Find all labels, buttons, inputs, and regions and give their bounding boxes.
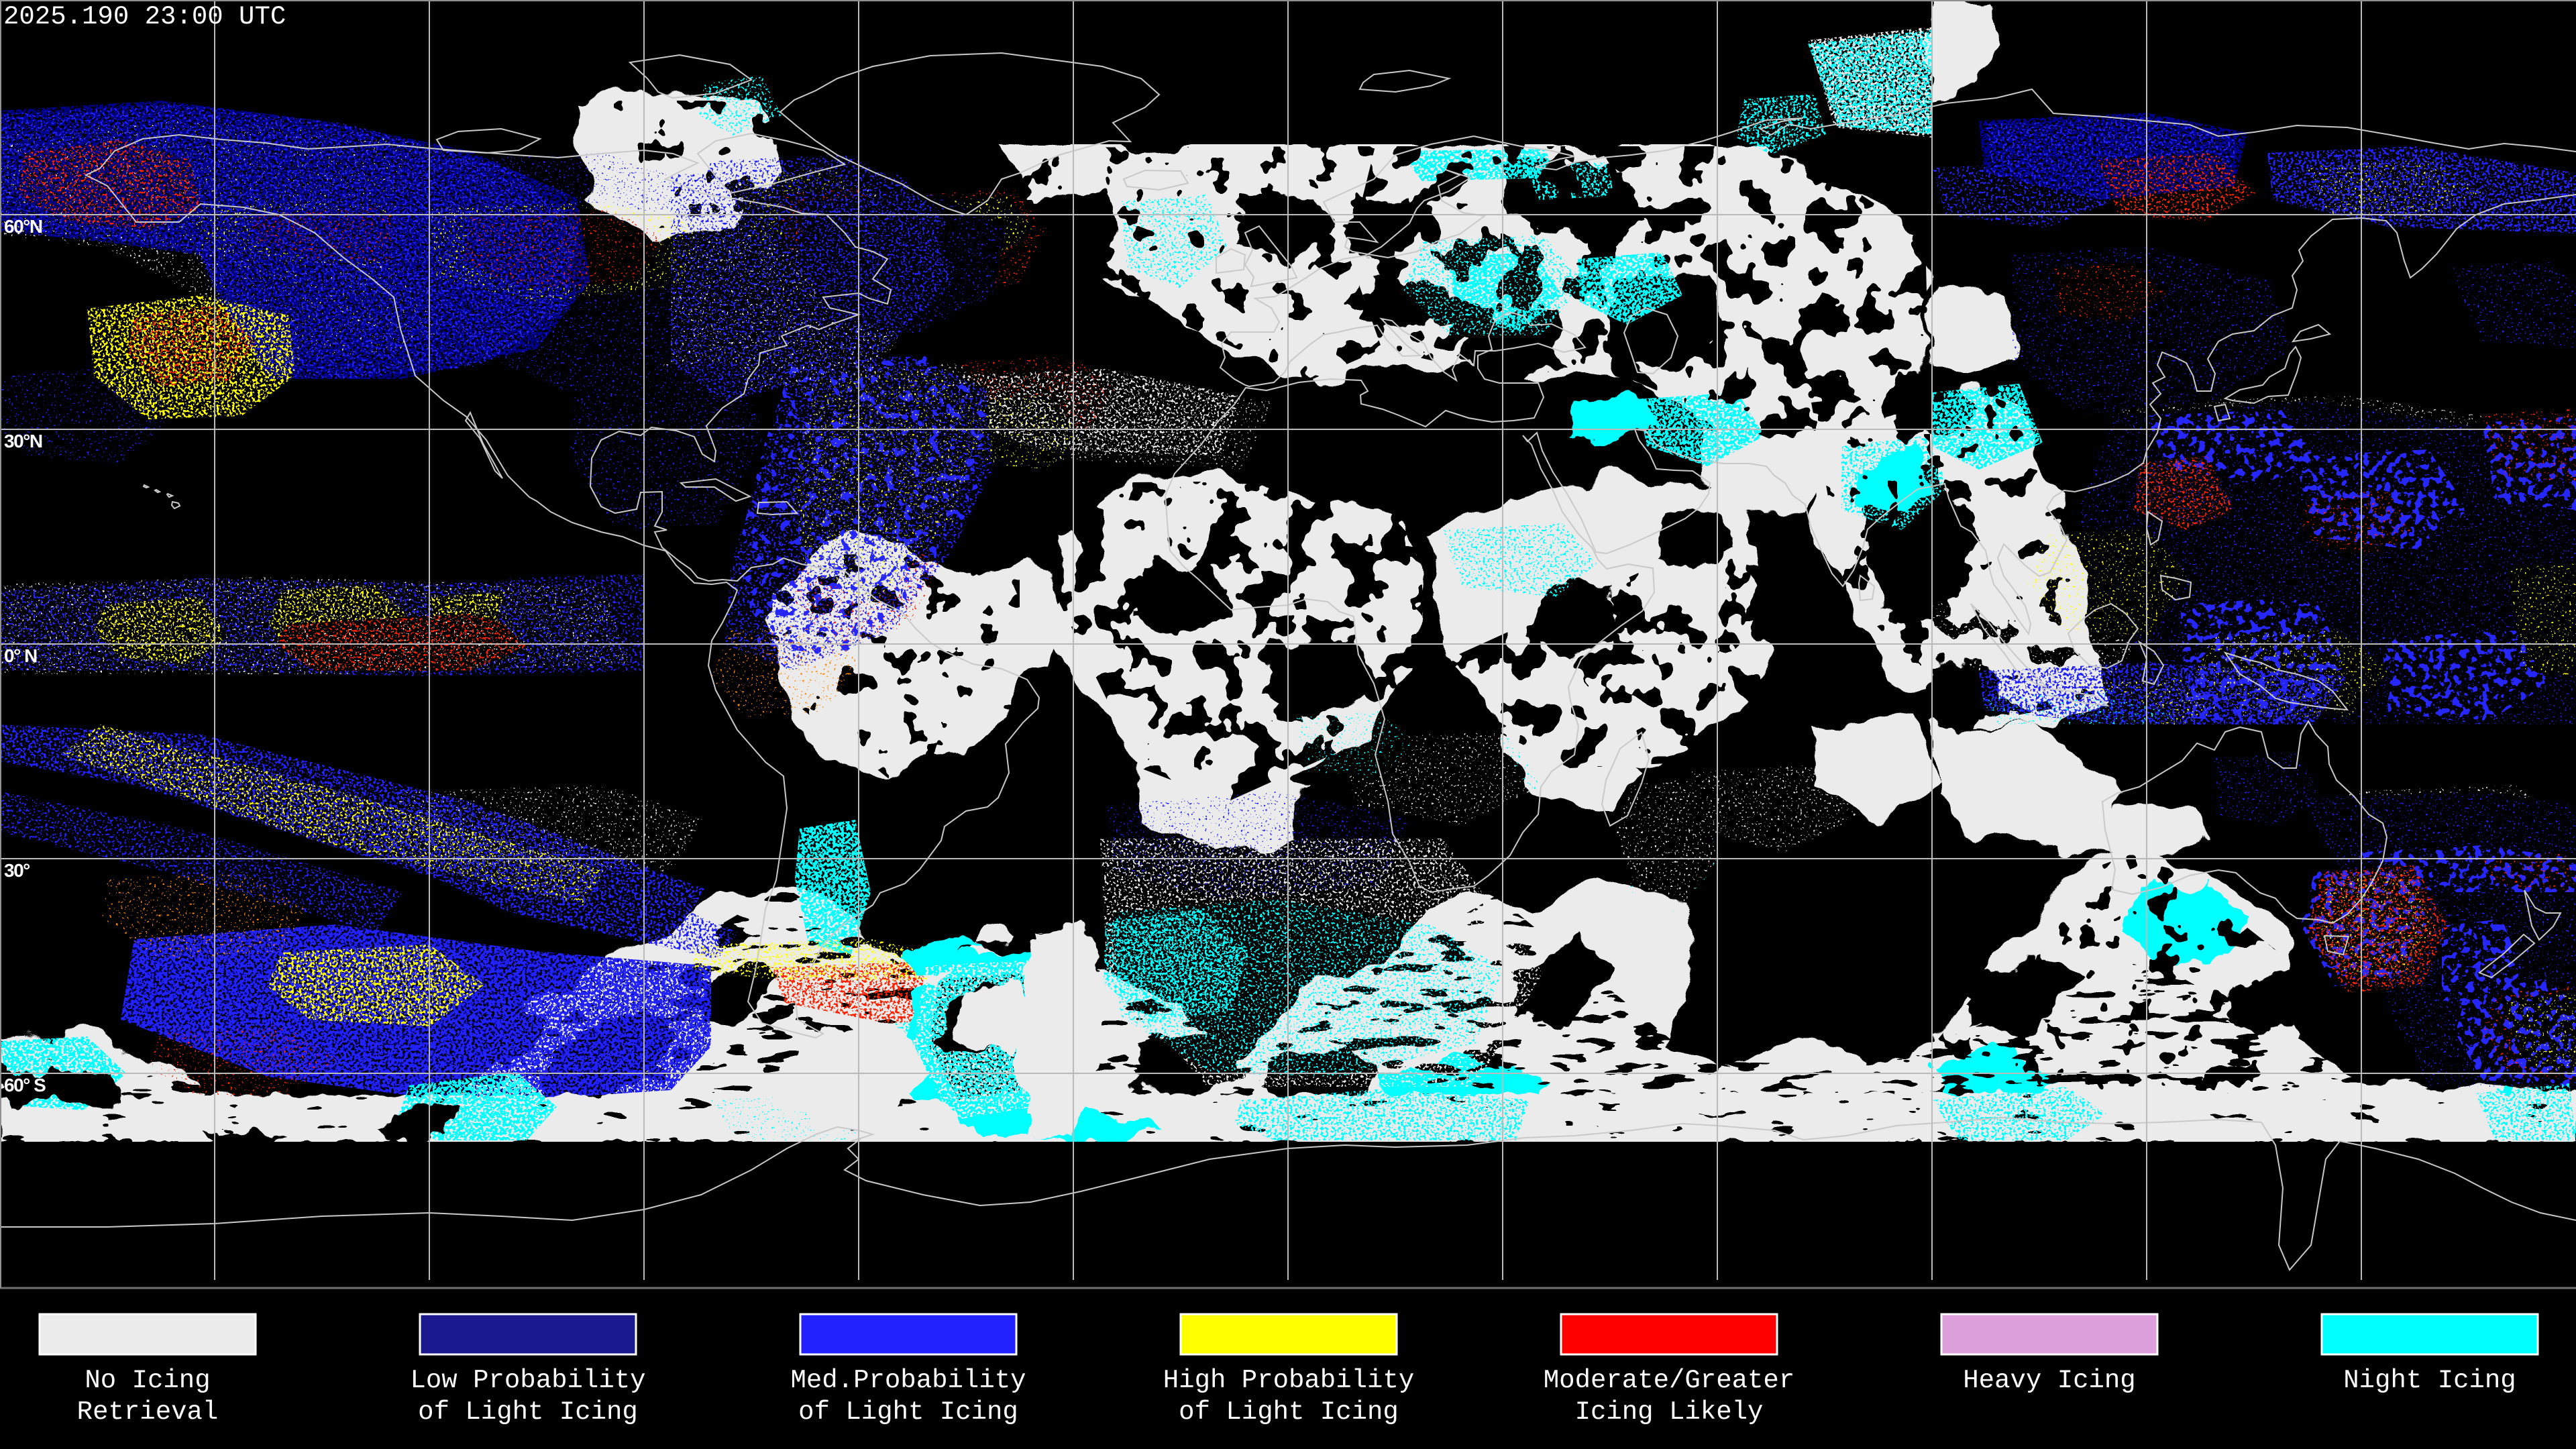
svg-text:Retrieval: Retrieval [77, 1397, 219, 1427]
svg-text:Heavy Icing: Heavy Icing [1963, 1366, 2135, 1395]
svg-text:Night Icing: Night Icing [2343, 1366, 2516, 1395]
svg-text:0° N: 0° N [4, 645, 37, 666]
svg-text:Moderate/Greater: Moderate/Greater [1544, 1366, 1794, 1395]
svg-text:Low Probability: Low Probability [410, 1366, 645, 1395]
svg-text:60° S: 60° S [4, 1075, 46, 1095]
svg-text:High Probability: High Probability [1163, 1366, 1414, 1395]
svg-text:of Light Icing: of Light Icing [1179, 1397, 1399, 1427]
svg-text:30°: 30° [4, 860, 30, 881]
svg-text:30°N: 30°N [4, 431, 42, 451]
svg-text:Icing Likely: Icing Likely [1575, 1397, 1764, 1427]
svg-text:of Light Icing: of Light Icing [418, 1397, 638, 1427]
svg-text:60°N: 60°N [4, 216, 42, 237]
svg-text:2025.190 23:00 UTC: 2025.190 23:00 UTC [3, 2, 286, 32]
svg-text:of Light Icing: of Light Icing [798, 1397, 1018, 1427]
svg-text:Med.Probability: Med.Probability [790, 1366, 1026, 1395]
svg-text:No Icing: No Icing [85, 1366, 210, 1395]
